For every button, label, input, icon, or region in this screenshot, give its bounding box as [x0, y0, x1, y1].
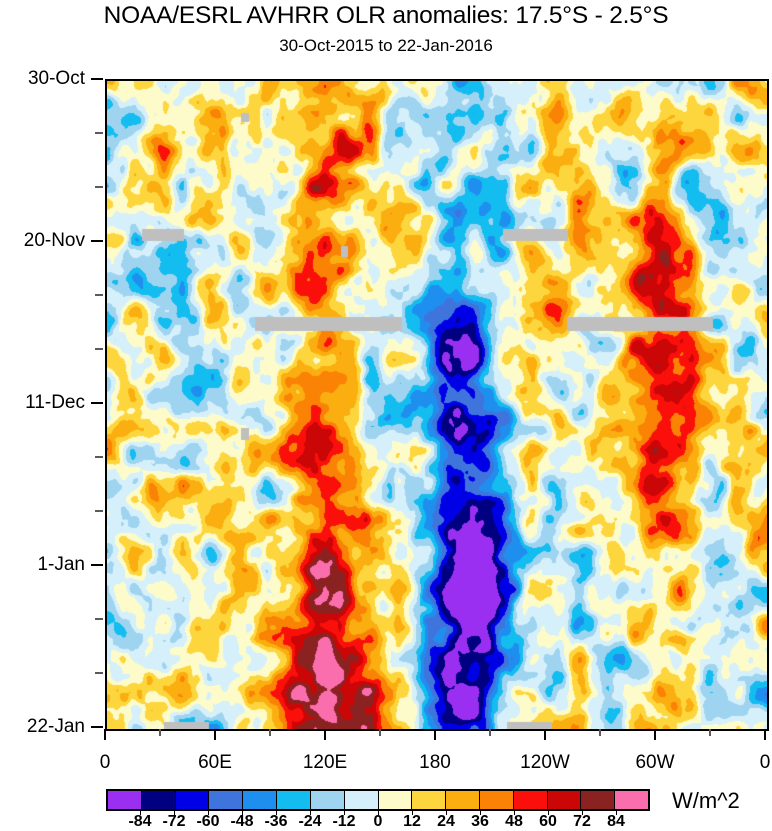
x-axis-major-tick	[434, 729, 436, 740]
colorbar: -84 -72 -60 -48 -36 -24 -12 0 12 24 36 48 60 72 84	[106, 789, 650, 830]
colorbar-swatch	[175, 791, 210, 809]
y-axis-minor-tick	[95, 294, 103, 296]
y-axis-minor-tick	[95, 186, 103, 188]
colorbar-swatch	[310, 791, 345, 809]
colorbar-swatch	[615, 791, 648, 809]
x-axis-tick-label: 0	[99, 752, 111, 773]
y-axis-major-tick	[91, 564, 103, 566]
colorbar-swatch	[412, 791, 447, 809]
colorbar-minor-tick	[140, 811, 141, 815]
x-axis-minor-tick	[599, 729, 601, 736]
colorbar-swatch	[209, 791, 244, 809]
colorbar-swatch	[547, 791, 582, 809]
colorbar-tick-label: -84	[128, 813, 152, 830]
colorbar-tick-label: -24	[298, 813, 322, 830]
x-axis-major-tick	[764, 729, 766, 740]
colorbar-tick-label: -36	[264, 813, 288, 830]
colorbar-swatch	[344, 791, 379, 809]
x-axis-major-tick	[544, 729, 546, 740]
x-axis-minor-tick	[379, 729, 381, 736]
y-axis-minor-tick	[95, 132, 103, 134]
x-axis-tick-label: 0	[759, 752, 771, 773]
y-axis-minor-tick	[95, 510, 103, 512]
colorbar-swatch	[446, 791, 480, 809]
colorbar-swatches	[106, 789, 650, 811]
colorbar-swatch	[513, 791, 548, 809]
x-axis-major-tick	[104, 729, 106, 740]
y-axis-major-tick	[91, 240, 103, 242]
colorbar-swatch	[141, 791, 176, 809]
x-axis-tick-label: 60W	[635, 752, 675, 773]
colorbar-tick-label: -12	[332, 813, 356, 830]
colorbar-tick-label: -60	[196, 813, 220, 830]
colorbar-minor-tick	[480, 811, 481, 815]
colorbar-minor-tick	[174, 811, 175, 815]
colorbar-tick-label: 84	[607, 813, 625, 830]
y-axis-minor-tick	[95, 348, 103, 350]
colorbar-swatch	[243, 791, 278, 809]
colorbar-units-label: W/m^2	[672, 788, 740, 813]
x-axis-minor-tick	[709, 729, 711, 736]
y-axis-tick-label: 11-Dec	[25, 392, 85, 413]
colorbar-minor-tick	[242, 811, 243, 815]
y-axis-major-tick	[91, 78, 103, 80]
colorbar-swatch	[378, 791, 413, 809]
colorbar-minor-tick	[208, 811, 209, 815]
colorbar-swatch	[479, 791, 514, 809]
colorbar-minor-tick	[616, 811, 617, 815]
colorbar-tick-label: 48	[505, 813, 523, 830]
y-axis-minor-tick	[95, 672, 103, 674]
x-axis-minor-tick	[489, 729, 491, 736]
colorbar-minor-tick	[412, 811, 413, 815]
x-axis-tick-label: 180	[419, 752, 451, 773]
y-axis-tick-label: 20-Nov	[23, 230, 85, 251]
heatmap-canvas	[107, 81, 767, 729]
colorbar-tick-label: -72	[162, 813, 186, 830]
colorbar-tick-label: 60	[539, 813, 557, 830]
x-axis-tick-label: 120W	[520, 752, 570, 773]
colorbar-minor-tick	[378, 811, 379, 815]
x-axis-minor-tick	[159, 729, 161, 736]
colorbar-swatch	[277, 791, 311, 809]
colorbar-minor-tick	[514, 811, 515, 815]
figure-subtitle: 30-Oct-2015 to 22-Jan-2016	[279, 36, 493, 55]
colorbar-minor-tick	[446, 811, 447, 815]
x-axis-major-tick	[214, 729, 216, 740]
x-axis-tick-label: 60E	[198, 752, 232, 773]
y-axis-minor-tick	[95, 456, 103, 458]
x-axis-minor-tick	[269, 729, 271, 736]
x-axis-tick-label: 120E	[302, 752, 348, 773]
colorbar-tick-label: -48	[230, 813, 254, 830]
y-axis-major-tick	[91, 726, 103, 728]
colorbar-minor-tick	[548, 811, 549, 815]
colorbar-tick-label: 12	[403, 813, 421, 830]
figure-title: NOAA/ESRL AVHRR OLR anomalies: 17.5°S - …	[103, 2, 669, 29]
colorbar-minor-tick	[276, 811, 277, 815]
colorbar-tick-label: 0	[373, 813, 383, 830]
colorbar-tick-label: 24	[437, 813, 455, 830]
colorbar-minor-tick	[310, 811, 311, 815]
colorbar-swatch	[108, 791, 142, 809]
colorbar-swatch	[581, 791, 616, 809]
y-axis-major-tick	[91, 402, 103, 404]
colorbar-tick-label: 36	[471, 813, 489, 830]
y-axis-tick-label: 1-Jan	[37, 554, 85, 575]
colorbar-tick-label: 72	[573, 813, 591, 830]
colorbar-minor-tick	[344, 811, 345, 815]
y-axis-tick-label: 22-Jan	[26, 716, 85, 737]
colorbar-minor-tick	[582, 811, 583, 815]
x-axis-major-tick	[654, 729, 656, 740]
y-axis-minor-tick	[95, 618, 103, 620]
plot-area	[105, 79, 769, 731]
y-axis-tick-label: 30-Oct	[27, 68, 85, 89]
x-axis-major-tick	[324, 729, 326, 740]
